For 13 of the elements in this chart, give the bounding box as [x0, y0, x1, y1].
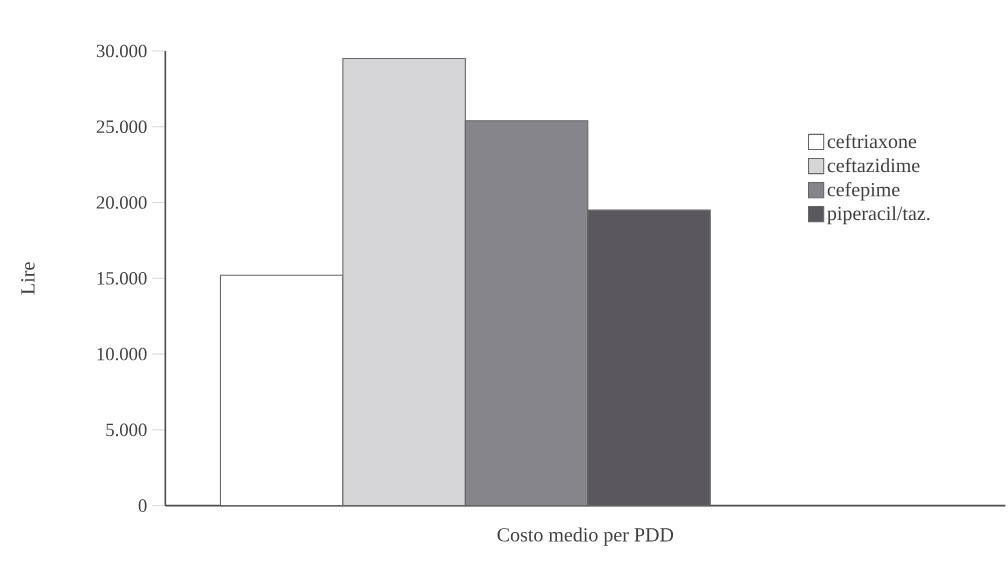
y-tick-label: 30.000 [96, 44, 147, 58]
y-tick-label: 20.000 [96, 196, 147, 209]
y-tick-label: 25.000 [96, 120, 147, 134]
legend-label: ceftriaxone [827, 133, 917, 149]
y-tick-label: 0 [138, 499, 147, 512]
y-axis-title: Lire [21, 262, 35, 295]
legend-label: piperacil/taz. [827, 206, 930, 225]
y-tick-label: 15.000 [97, 271, 147, 285]
legend-label: cefepime [827, 182, 900, 201]
y-tick-label: 5.000 [106, 423, 147, 437]
legend-label: ceftazidime [827, 157, 920, 173]
y-tick-label: 10.000 [97, 347, 147, 361]
x-axis-title: Costo medio per PDD [497, 527, 674, 546]
